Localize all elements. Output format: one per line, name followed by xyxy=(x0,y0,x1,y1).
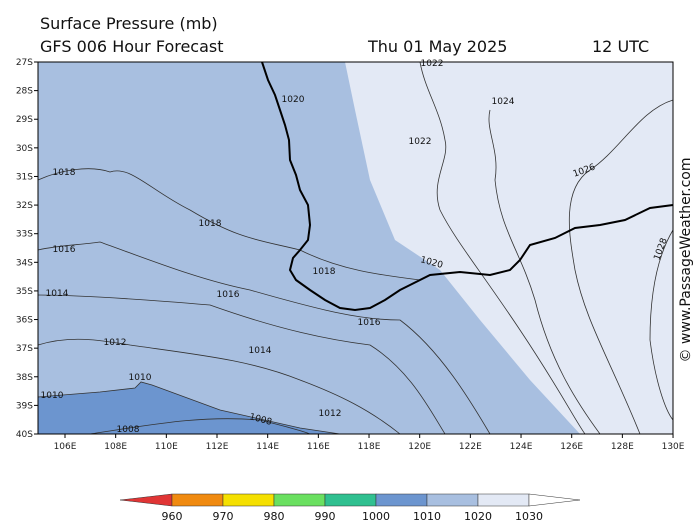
lon-label: 110E xyxy=(155,442,178,452)
plot-border xyxy=(37,61,674,435)
lat-label: 38S xyxy=(16,373,33,383)
lon-label: 114E xyxy=(256,442,279,452)
lat-label: 28S xyxy=(16,87,33,97)
lat-label: 35S xyxy=(16,287,33,297)
lat-label: 37S xyxy=(16,344,33,354)
isobar-label: 1014 xyxy=(46,289,69,299)
legend-swatch xyxy=(528,493,581,507)
isobar-label: 1020 xyxy=(282,95,305,105)
isobar-label: 1018 xyxy=(313,267,336,277)
legend-label: 960 xyxy=(162,510,183,523)
lat-label: 33S xyxy=(16,230,33,240)
watermark: © www.PassageWeather.com xyxy=(678,157,694,362)
legend-label: 990 xyxy=(315,510,336,523)
isobar-label: 1008 xyxy=(117,425,140,435)
title: Surface Pressure (mb) xyxy=(40,14,218,33)
lon-label: 126E xyxy=(560,442,583,452)
lat-label: 30S xyxy=(16,144,33,154)
legend-swatch xyxy=(477,493,530,507)
isobars xyxy=(37,61,674,435)
isobar-label: 1016 xyxy=(217,290,240,300)
lat-label: 29S xyxy=(16,115,33,125)
legend-label: 1030 xyxy=(515,510,543,523)
isobar-label: 1024 xyxy=(492,97,515,107)
legend-swatch xyxy=(375,493,428,507)
lon-label: 118E xyxy=(358,442,381,452)
isobar-label: 1022 xyxy=(421,59,444,69)
isobar-label: 1010 xyxy=(129,373,152,383)
isobar-label: 1012 xyxy=(104,338,127,348)
lon-label: 128E xyxy=(611,442,634,452)
lat-label: 32S xyxy=(16,201,33,211)
lon-label: 120E xyxy=(408,442,431,452)
lon-label: 122E xyxy=(459,442,482,452)
lon-label: 106E xyxy=(54,442,77,452)
colorbar xyxy=(119,493,581,507)
lon-label: 108E xyxy=(104,442,127,452)
plot xyxy=(37,61,674,435)
isobar-label: 1016 xyxy=(358,318,381,328)
date: Thu 01 May 2025 xyxy=(367,37,507,56)
lon-label: 130E xyxy=(662,442,685,452)
legend-label: 1020 xyxy=(464,510,492,523)
legend-label: 1010 xyxy=(413,510,441,523)
time: 12 UTC xyxy=(592,37,649,56)
lat-label: 36S xyxy=(16,316,33,326)
lat-label: 39S xyxy=(16,401,33,411)
lat-label: 34S xyxy=(16,258,33,268)
isobar-label: 1018 xyxy=(199,219,222,229)
legend-swatch xyxy=(426,493,479,507)
lon-label: 116E xyxy=(307,442,330,452)
isobar-label: 1010 xyxy=(41,391,64,401)
legend-label: 970 xyxy=(213,510,234,523)
lon-label: 124E xyxy=(510,442,533,452)
legend-swatch xyxy=(119,493,173,507)
lat-label: 40S xyxy=(16,430,33,440)
lat-label: 27S xyxy=(16,58,33,68)
legend-swatch xyxy=(273,493,326,507)
lon-label: 112E xyxy=(206,442,229,452)
legend-label: 980 xyxy=(264,510,285,523)
legend-swatch xyxy=(222,493,275,507)
isobar-label: 1016 xyxy=(53,245,76,255)
subtitle: GFS 006 Hour Forecast xyxy=(40,37,224,56)
isobar-label: 1012 xyxy=(319,409,342,419)
isobar-label: 1014 xyxy=(249,346,272,356)
lat-label: 31S xyxy=(16,172,33,182)
legend-swatch xyxy=(324,493,377,507)
band-1020-1030 xyxy=(345,62,673,434)
isobar-label: 1022 xyxy=(409,137,432,147)
isobar-label: 1018 xyxy=(53,168,76,178)
legend-swatch xyxy=(171,493,224,507)
legend-label: 1000 xyxy=(362,510,390,523)
coastline xyxy=(261,61,674,312)
